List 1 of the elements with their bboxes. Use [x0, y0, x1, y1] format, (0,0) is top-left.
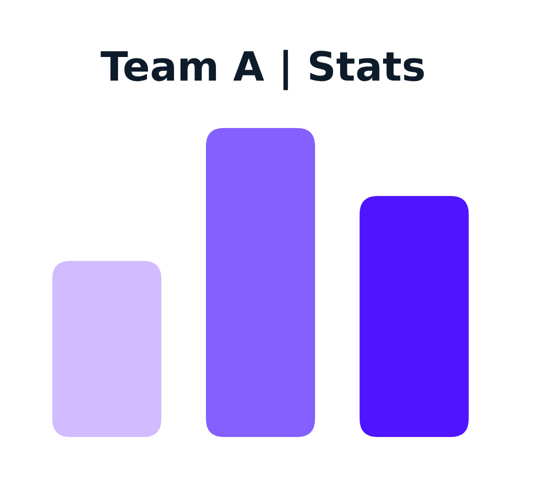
chart-title: Team A | Stats	[100, 50, 424, 90]
